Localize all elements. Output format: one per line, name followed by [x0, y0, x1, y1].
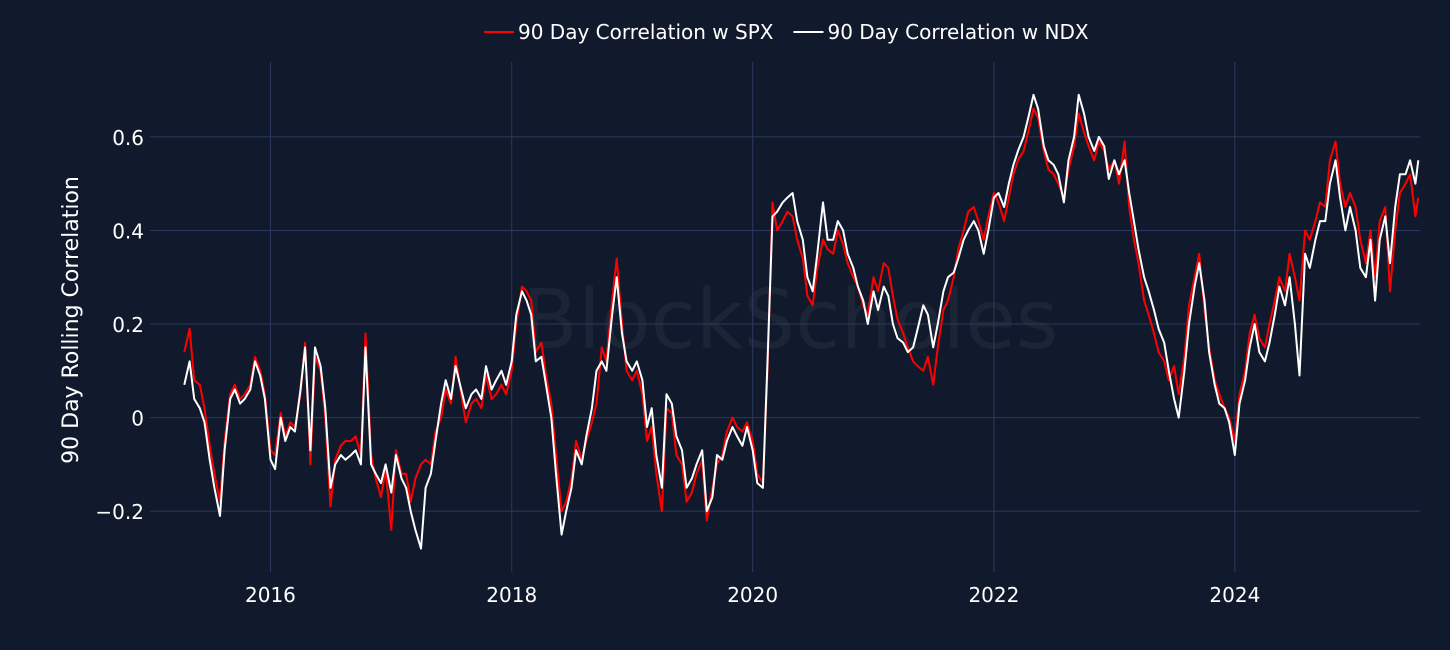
x-tick-label: 2018 [486, 583, 537, 607]
x-tick-label: 2016 [245, 583, 296, 607]
y-tick-label: 0.4 [112, 219, 144, 243]
x-tick-label: 2024 [1209, 583, 1260, 607]
y-tick-label: 0.2 [112, 313, 144, 337]
y-tick-label: 0 [131, 407, 144, 431]
legend-label: 90 Day Correlation w NDX [827, 20, 1088, 44]
series-line-ndx [183, 93, 1420, 550]
y-tick-label: −0.2 [95, 500, 144, 524]
legend: 90 Day Correlation w SPX 90 Day Correlati… [484, 20, 1089, 44]
x-tick-label: 2020 [727, 583, 778, 607]
x-tick-label: 2022 [968, 583, 1019, 607]
series-layer [183, 93, 1420, 550]
y-tick-label: 0.6 [112, 126, 144, 150]
y-axis-ticks: −0.2 0 0.2 0.4 0.6 [95, 126, 144, 524]
grid-lines [150, 62, 1420, 572]
y-axis-title: 90 Day Rolling Correlation [59, 176, 84, 464]
legend-label: 90 Day Correlation w SPX [518, 20, 774, 44]
x-axis-ticks: 2016 2018 2020 2022 2024 [245, 583, 1260, 607]
